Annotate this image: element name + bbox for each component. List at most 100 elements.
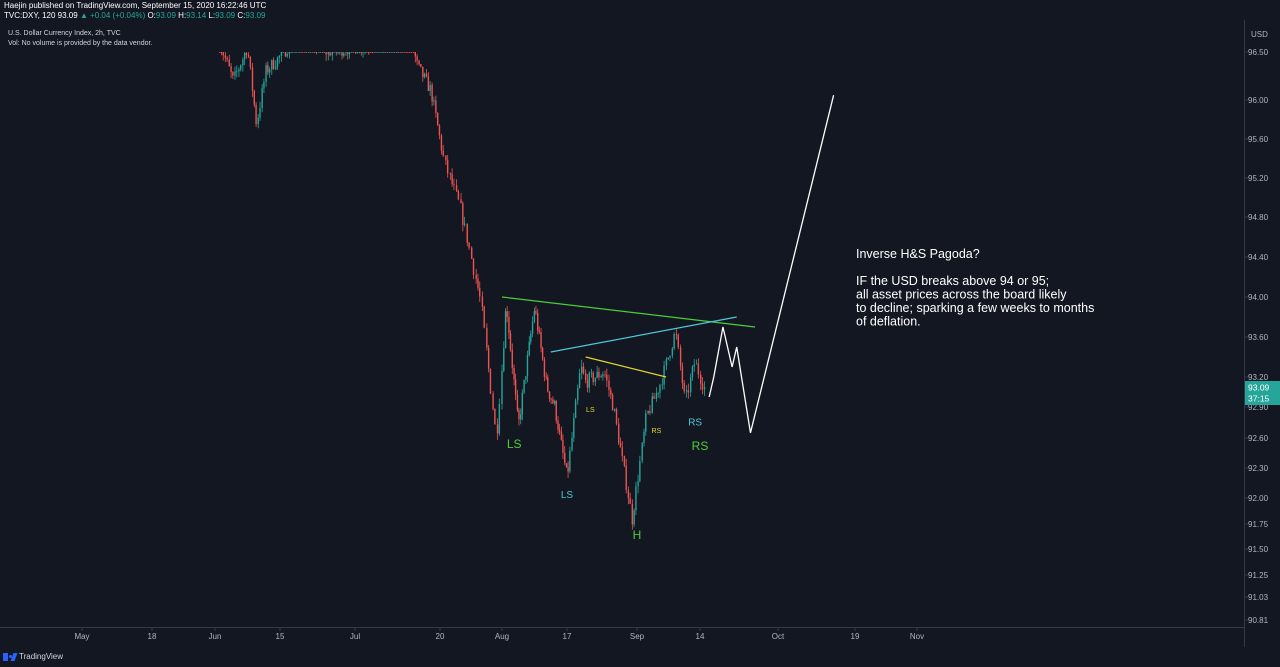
candle-body: [455, 185, 458, 191]
price-chart[interactable]: LS LS LS H RS RS RS Inverse H&S Pagoda? IF the U…: [0, 0, 1280, 647]
candle-body: [410, 52, 413, 53]
candle-body: [596, 371, 598, 378]
candle-body: [555, 401, 557, 421]
candle-body: [267, 65, 269, 73]
price-tick-label: 96.00: [1248, 96, 1269, 105]
publish-header: Haejin published on TradingView.com, Sep…: [0, 0, 1280, 20]
time-tick-label: 14: [696, 632, 705, 641]
candle-body: [355, 52, 357, 54]
candle-body: [386, 52, 389, 53]
candle-body: [403, 52, 405, 53]
price-tick-label: 91.50: [1248, 545, 1269, 554]
candle-body: [276, 57, 279, 67]
candle-body: [508, 316, 510, 334]
time-tick-label: 18: [148, 632, 157, 641]
candle-body: [304, 52, 306, 53]
candle-body: [604, 374, 606, 376]
candle-body: [294, 52, 296, 53]
candle-body: [663, 365, 665, 385]
yellow-trendline[interactable]: [585, 356, 667, 378]
candle-body: [547, 377, 549, 392]
green-trendline[interactable]: [501, 296, 756, 328]
candle-body: [275, 66, 277, 69]
candle-body: [645, 413, 647, 432]
candle-body: [377, 52, 379, 53]
candle-body: [286, 53, 288, 57]
price-tick-label: 94.40: [1248, 253, 1269, 262]
candle-body: [537, 313, 539, 331]
candle-body: [352, 52, 355, 53]
candle-body: [309, 52, 312, 53]
candle-body: [602, 374, 604, 377]
note-title: Inverse H&S Pagoda?: [856, 247, 980, 261]
candle-body: [405, 52, 407, 53]
candle-body: [496, 424, 499, 434]
candle-body: [703, 387, 706, 390]
candle-body: [489, 368, 492, 394]
candle-body: [249, 56, 252, 68]
candle-body: [451, 173, 453, 185]
candle-body: [635, 486, 637, 511]
candle-body: [671, 348, 674, 356]
current-price-value: 93.09: [1248, 383, 1270, 393]
candle-body: [535, 311, 537, 314]
candle-body: [280, 52, 283, 56]
price-tick-label: 95.20: [1248, 174, 1269, 183]
time-tick-label: Jul: [350, 632, 360, 641]
candle-body: [445, 155, 447, 161]
candle-body: [292, 52, 294, 53]
candle-body: [462, 203, 464, 225]
candle-body: [282, 52, 284, 53]
candle-body: [621, 447, 623, 457]
candle-body: [333, 52, 335, 53]
candle-body: [629, 498, 631, 504]
candle-body: [545, 376, 547, 378]
candle-body: [657, 392, 659, 394]
candle-body: [486, 327, 488, 348]
price-tick-label: 92.60: [1248, 434, 1269, 443]
open-prefix: O:: [145, 11, 156, 20]
candle-body: [617, 423, 620, 443]
projection-path[interactable]: [708, 95, 835, 433]
price-tick-label: 93.20: [1248, 373, 1269, 382]
candle-body: [574, 400, 577, 418]
candle-body: [521, 392, 524, 415]
candle-body: [649, 410, 651, 413]
candle-body: [457, 190, 460, 200]
candle-body: [509, 333, 512, 350]
cyan-trendline[interactable]: [550, 316, 737, 353]
candle-body: [325, 52, 327, 55]
candle-body: [460, 199, 462, 204]
price-tick-label: 91.75: [1248, 520, 1269, 529]
candle-body: [358, 52, 361, 53]
candle-body: [641, 443, 643, 461]
candle-body: [625, 465, 627, 491]
time-tick-label: Nov: [910, 632, 924, 641]
price-axis[interactable]: [1244, 20, 1280, 647]
low-prefix: L:: [206, 11, 216, 20]
candle-body: [533, 311, 536, 322]
candle-body: [431, 84, 433, 102]
candle-body: [466, 223, 468, 243]
candle-body: [558, 429, 561, 432]
candle-body: [368, 52, 370, 53]
candle-body: [265, 65, 267, 82]
candle-body: [394, 52, 396, 53]
price-tick-label: 92.90: [1248, 403, 1269, 412]
candle-body: [423, 73, 426, 78]
price-tick-label: 94.80: [1248, 213, 1269, 222]
candle-body: [435, 100, 437, 113]
candle-body: [375, 52, 377, 53]
price-tick-label: 90.81: [1248, 616, 1269, 625]
pattern-label-h-green: H: [633, 528, 642, 542]
time-tick-label: May: [74, 632, 89, 641]
candle-body: [222, 52, 224, 56]
candle-body: [401, 52, 403, 53]
candle-body: [479, 287, 481, 297]
candle-body: [253, 90, 255, 105]
candle-body: [300, 52, 302, 53]
candle-body: [284, 52, 287, 57]
tradingview-logo[interactable]: TradingView: [3, 652, 63, 661]
time-tick-label: Aug: [495, 632, 509, 641]
candle-body: [384, 52, 387, 53]
